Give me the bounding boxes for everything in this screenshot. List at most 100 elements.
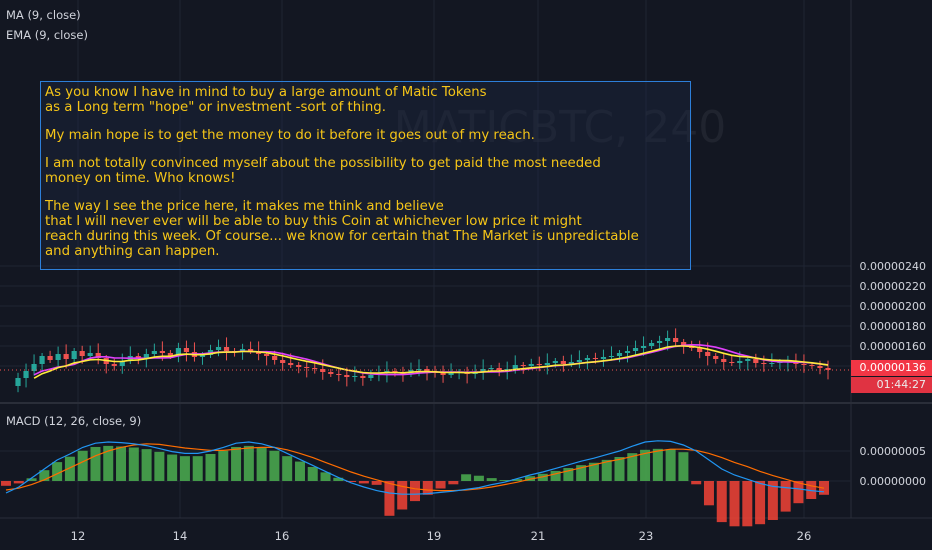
candle-body [175,348,182,356]
macd-histogram-bar [243,445,254,481]
candle-body [87,353,93,356]
macd-histogram-bar [1,481,11,486]
macd-histogram-bar [665,449,676,481]
candle-body [167,353,173,356]
candle-body [697,348,703,352]
candle-body [632,348,639,351]
macd-histogram-bar [269,450,280,481]
macd-histogram-bar [256,447,267,481]
macd-histogram-bar [473,475,484,481]
candle-body [769,363,775,364]
macd-histogram-bar [397,481,408,510]
candle-body [568,362,574,364]
candle-body [584,358,591,360]
candle-body [264,354,270,356]
candle-body [247,349,254,351]
candle-body [721,359,727,362]
candle-body [817,366,823,368]
candle-body [576,360,582,362]
candle-body [55,354,61,360]
candle-body [111,364,117,366]
macd-histogram-bar [179,456,190,481]
macd-line [5,440,825,495]
candle-body [809,365,815,366]
macd-histogram-bar [358,481,369,484]
macd-histogram-bar [346,481,357,482]
macd-histogram-bar [13,481,24,484]
candle-body [512,365,518,369]
macd-signal-line [5,443,825,492]
candle-body [488,368,494,369]
time-axis-tick-label: 14 [173,529,188,543]
macd-histogram-bar [601,459,612,481]
candle-body [592,358,599,359]
candle-body [79,351,85,356]
candle-body [344,375,350,377]
macd-histogram-bar [103,445,114,481]
macd-histogram-bar [678,452,689,481]
candle-body [480,369,486,372]
candle-body [360,376,366,378]
macd-histogram-bar [576,465,587,481]
macd-histogram-bar [448,481,459,485]
candle-body [135,356,141,358]
last-price-label: 0.00000136 [851,360,932,376]
candle-body [296,365,302,367]
time-axis-tick-label: 19 [427,529,442,543]
candle-body [536,364,542,365]
candle-body [648,343,655,346]
candle-body [424,369,430,371]
candle-body [608,356,615,357]
ema-indicator-label[interactable]: EMA (9, close) [6,28,88,42]
note-paragraph-2: My main hope is to get the money to do i… [45,128,535,143]
macd-histogram-bar [384,481,395,516]
macd-histogram-bar [410,481,420,502]
candle-body [288,363,294,365]
macd-histogram-bar [192,456,203,481]
macd-histogram-bar [77,450,88,481]
macd-histogram-bar [691,481,702,485]
macd-axis-tick-label: 0.00000000 [860,475,926,488]
macd-histogram-bar [716,481,727,523]
macd-histogram-bar [116,446,127,481]
time-axis-tick-label: 26 [797,529,812,543]
macd-histogram-bar [461,474,472,481]
candle-body [600,357,607,359]
candle-body [496,368,502,370]
candle-body [705,352,711,356]
macd-axis-tick-label: 0.00000005 [860,445,926,458]
candle-body [745,359,751,361]
macd-indicator-label[interactable]: MACD (12, 26, close, 9) [6,414,142,428]
ema-line [33,345,829,379]
candle-body [159,351,165,353]
time-axis-tick-label: 12 [71,529,86,543]
note-paragraph-4: The way I see the price here, it makes m… [45,199,639,259]
macd-histogram-bar [703,481,714,506]
macd-histogram-bar [755,481,766,525]
candle-body [624,351,631,353]
price-axis-tick-label: 0.00000220 [860,280,926,293]
candle-body [272,356,278,360]
candle-body [71,351,77,359]
candle-body [520,365,526,366]
text-note-annotation[interactable]: As you know I have in mind to buy a larg… [40,81,691,270]
ma-indicator-label[interactable]: MA (9, close) [6,8,81,22]
symbol-watermark: MATICBTC, 240 [394,102,726,153]
macd-histogram-bar [614,457,625,481]
candle-body [312,368,318,369]
macd-histogram-bar [218,450,229,481]
macd-histogram-bar [90,446,101,481]
candle-body [544,363,550,365]
candle-body [183,348,190,352]
macd-histogram-bar [780,481,791,512]
candle-body [320,369,326,372]
time-axis-tick-label: 16 [275,529,290,543]
candle-body [63,354,69,359]
macd-histogram-bar [64,456,75,481]
macd-histogram-bar [742,481,753,527]
macd-histogram-bar [307,466,318,481]
candle-body [23,371,29,378]
candle-body [368,375,374,378]
candle-body [15,378,21,386]
